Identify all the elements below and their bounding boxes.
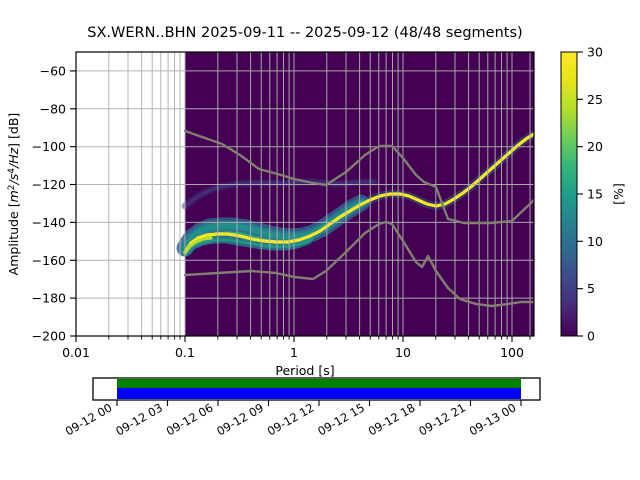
- coverage-bar-green[interactable]: [117, 379, 521, 388]
- svg-text:Amplitude [m2/s4/Hz] [dB]: Amplitude [m2/s4/Hz] [dB]: [6, 113, 21, 276]
- y-axis-ticks: [70, 70, 76, 337]
- x-axis-label: Period [s]: [275, 363, 334, 378]
- colorbar-ticks: [577, 51, 583, 337]
- colorbar-tick-label: 5: [587, 281, 595, 296]
- y-tick-label: −100: [32, 139, 66, 154]
- x-axis-ticks: [75, 336, 513, 342]
- colorbar: 0 5 10 15 20 25 30 [%]: [560, 45, 626, 344]
- x-tick-label: 0.01: [62, 345, 90, 360]
- noise-model-curves: [183, 129, 534, 308]
- plot-title: SX.WERN..BHN 2025-09-11 -- 2025-09-12 (4…: [87, 25, 522, 41]
- x-tick-label: 10: [395, 345, 411, 360]
- y-tick-label: −80: [40, 101, 66, 116]
- axes-spines: [75, 51, 535, 337]
- x-tick-label: 100: [500, 345, 524, 360]
- y-axis-tick-labels: −60 −80 −100 −120 −140 −160 −180 −200: [32, 63, 66, 343]
- y-tick-label: −160: [32, 253, 66, 268]
- ppsd-secondary-band: [181, 178, 378, 210]
- y-axis-label: Amplitude [m2/s4/Hz] [dB]: [6, 113, 21, 276]
- colorbar-tick-labels: 0 5 10 15 20 25 30: [587, 45, 603, 344]
- main-axes: −60 −80 −100 −120 −140 −160 −180 −200: [6, 51, 535, 378]
- colorbar-tick-label: 15: [587, 187, 603, 202]
- colorbar-label: [%]: [611, 183, 626, 205]
- y-tick-label: −60: [40, 63, 66, 78]
- nhnm-high-noise-model: [183, 129, 534, 225]
- x-axis-tick-labels: 0.01 0.1 1 10 100: [62, 345, 524, 360]
- colorbar-tick-label: 20: [587, 139, 603, 154]
- x-tick-label: 1: [290, 345, 298, 360]
- colorbar-tick-label: 30: [587, 45, 603, 60]
- plot-grid: [75, 52, 534, 337]
- y-tick-label: −140: [32, 215, 66, 230]
- x-axis-minor-ticks: [108, 336, 531, 340]
- timeline-ticks: [116, 400, 522, 406]
- y-tick-label: −200: [32, 329, 66, 344]
- coverage-bar-blue[interactable]: [117, 388, 521, 399]
- colorbar-tick-label: 25: [587, 92, 603, 107]
- y-tick-label: −180: [32, 291, 66, 306]
- colorbar-tick-label: 0: [587, 329, 595, 344]
- colorbar-tick-label: 10: [587, 234, 603, 249]
- y-tick-label: −120: [32, 177, 66, 192]
- colorbar-gradient: [561, 52, 577, 336]
- nlnm-low-noise-model: [183, 220, 534, 308]
- x-tick-label: 0.1: [175, 345, 195, 360]
